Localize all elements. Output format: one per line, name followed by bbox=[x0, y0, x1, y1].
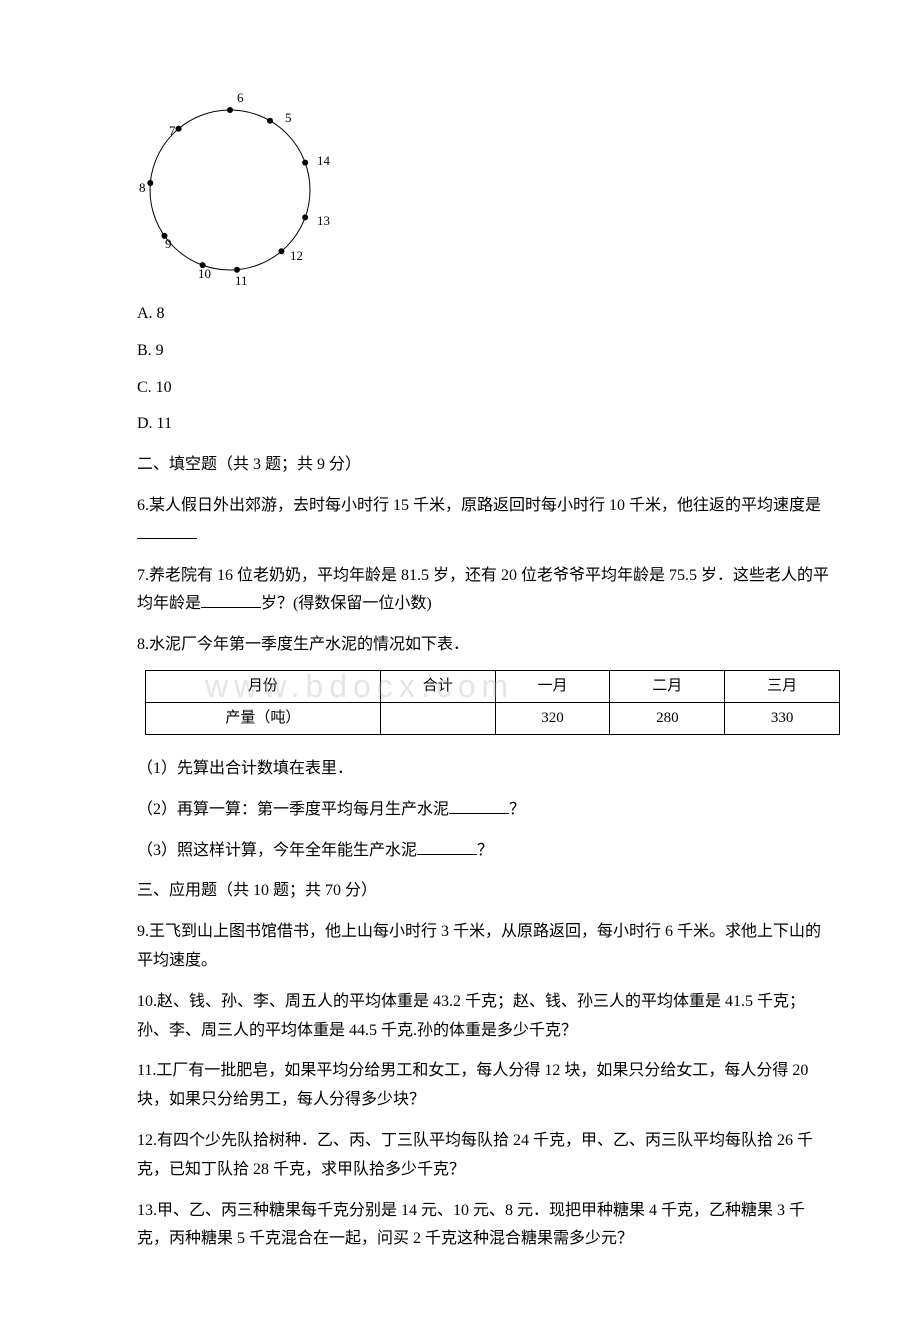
blank bbox=[201, 591, 261, 608]
table-cell: 320 bbox=[495, 702, 610, 734]
cement-production-table: 月份 合计 一月 二月 三月 产量（吨） 320 280 330 bbox=[145, 670, 840, 735]
table-header-cell: 二月 bbox=[610, 670, 725, 702]
table-row: 月份 合计 一月 二月 三月 bbox=[146, 670, 840, 702]
circle-number-diagram: 5 6 7 8 9 10 11 12 13 14 bbox=[125, 80, 335, 290]
svg-text:6: 6 bbox=[237, 90, 244, 105]
option-d: D. 11 bbox=[137, 410, 830, 439]
svg-text:5: 5 bbox=[285, 110, 292, 125]
question-8-2: （2）再算一算：第一季度平均每月生产水泥 ？ bbox=[137, 796, 830, 825]
question-6-text: 6.某人假日外出郊游，去时每小时行 15 千米，原路返回时每小时行 10 千米，… bbox=[137, 497, 821, 514]
blank bbox=[449, 797, 509, 814]
table-header-cell: 一月 bbox=[495, 670, 610, 702]
svg-text:13: 13 bbox=[317, 213, 330, 228]
section-3-heading: 三、应用题（共 10 题；共 70 分） bbox=[137, 877, 830, 906]
question-8-3-text-a: （3）照这样计算，今年全年能生产水泥 bbox=[137, 842, 417, 859]
question-7-text-b: 岁？(得数保留一位小数) bbox=[261, 595, 432, 612]
blank bbox=[417, 838, 477, 855]
option-a: A. 8 bbox=[137, 300, 830, 329]
question-13: 13.甲、乙、丙三种糖果每千克分别是 14 元、10 元、8 元．现把甲种糖果 … bbox=[137, 1197, 830, 1255]
cement-table-wrap: www.bdocx.com 月份 合计 一月 二月 三月 产量（吨） 320 2… bbox=[145, 670, 830, 735]
svg-text:7: 7 bbox=[169, 123, 176, 138]
question-12: 12.有四个少先队拾树种．乙、丙、丁三队平均每队拾 24 千克，甲、乙、丙三队平… bbox=[137, 1127, 830, 1185]
svg-text:14: 14 bbox=[317, 153, 331, 168]
table-header-cell: 三月 bbox=[725, 670, 840, 702]
svg-text:11: 11 bbox=[235, 273, 248, 288]
table-header-cell: 月份 bbox=[146, 670, 381, 702]
svg-text:8: 8 bbox=[139, 180, 146, 195]
question-8-3: （3）照这样计算，今年全年能生产水泥 ？ bbox=[137, 837, 830, 866]
table-header-cell: 合计 bbox=[380, 670, 495, 702]
question-11: 11.工厂有一批肥皂，如果平均分给男工和女工，每人分得 12 块，如果只分给女工… bbox=[137, 1057, 830, 1115]
question-8-2-text-a: （2）再算一算：第一季度平均每月生产水泥 bbox=[137, 801, 449, 818]
question-8-2-text-b: ？ bbox=[509, 801, 525, 818]
table-cell: 产量（吨） bbox=[146, 702, 381, 734]
blank bbox=[137, 522, 197, 539]
option-c: C. 10 bbox=[137, 374, 830, 403]
svg-text:9: 9 bbox=[165, 236, 172, 251]
question-10: 10.赵、钱、孙、李、周五人的平均体重是 43.2 千克；赵、钱、孙三人的平均体… bbox=[137, 988, 830, 1046]
svg-text:10: 10 bbox=[198, 266, 211, 281]
section-2-heading: 二、填空题（共 3 题；共 9 分） bbox=[137, 451, 830, 480]
table-cell: 330 bbox=[725, 702, 840, 734]
svg-text:12: 12 bbox=[290, 248, 303, 263]
question-6: 6.某人假日外出郊游，去时每小时行 15 千米，原路返回时每小时行 10 千米，… bbox=[137, 492, 830, 550]
question-8-1: （1）先算出合计数填在表里． bbox=[137, 755, 830, 784]
question-7: 7.养老院有 16 位老奶奶，平均年龄是 81.5 岁，还有 20 位老爷爷平均… bbox=[137, 562, 830, 620]
table-cell: 280 bbox=[610, 702, 725, 734]
question-8: 8.水泥厂今年第一季度生产水泥的情况如下表． bbox=[137, 631, 830, 660]
question-8-3-text-b: ？ bbox=[477, 842, 493, 859]
table-row: 产量（吨） 320 280 330 bbox=[146, 702, 840, 734]
option-b: B. 9 bbox=[137, 337, 830, 366]
table-cell bbox=[380, 702, 495, 734]
question-9: 9.王飞到山上图书馆借书，他上山每小时行 3 千米，从原路返回，每小时行 6 千… bbox=[137, 918, 830, 976]
